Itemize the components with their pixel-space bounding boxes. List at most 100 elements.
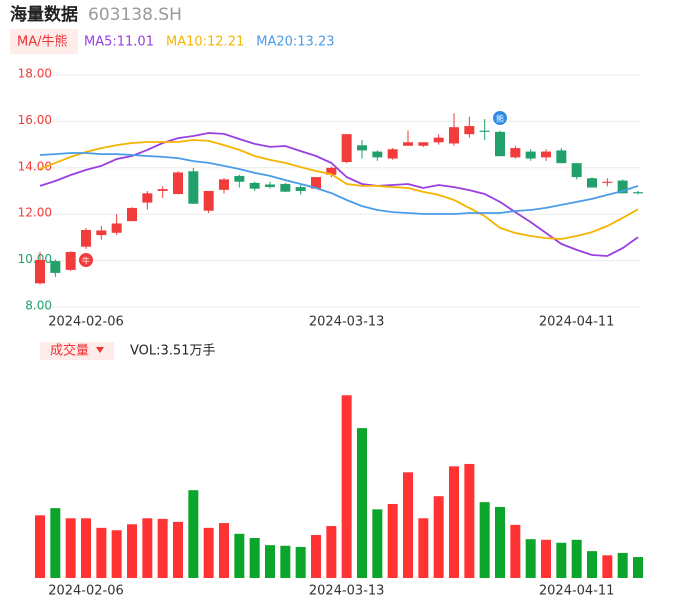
candle-body: [157, 189, 168, 191]
x-tick-label: 2024-04-11: [539, 584, 615, 599]
signal-label: 熊: [496, 114, 504, 124]
volume-bar: [249, 537, 260, 578]
candle-body: [387, 149, 398, 159]
volume-bar: [219, 523, 229, 578]
candle-body: [111, 223, 122, 233]
y-tick-label: 18.00: [18, 67, 52, 81]
volume-bar: [142, 518, 153, 578]
volume-bar: [464, 463, 475, 578]
volume-bar: [326, 526, 337, 578]
volume-bar: [265, 545, 275, 578]
candle-body: [633, 192, 643, 194]
volume-label: VOL:3.51万手: [130, 344, 215, 359]
volume-bar: [525, 539, 536, 578]
candle-body: [203, 191, 214, 211]
volume-bar: [433, 496, 444, 578]
candle-body: [403, 142, 413, 146]
x-tick-label: 2024-02-06: [48, 315, 124, 330]
volume-bar: [234, 533, 245, 578]
volume-title-box: [40, 342, 114, 360]
volume-bar: [173, 521, 183, 578]
signal-label: 牛: [82, 256, 90, 266]
stock-code: 603138.SH: [88, 5, 182, 25]
candle-body: [372, 151, 383, 158]
candle-body: [35, 259, 45, 284]
candle-body: [464, 126, 475, 135]
volume-bar: [479, 502, 490, 578]
candle-body: [479, 130, 490, 132]
volume-bar: [157, 518, 168, 578]
candle-body: [571, 163, 582, 178]
candle-body: [188, 171, 199, 204]
volume-bar: [357, 428, 367, 578]
candle-body: [525, 151, 536, 159]
volume-bar: [587, 551, 597, 578]
y-tick-label: 8.00: [25, 299, 52, 313]
candle-body: [587, 178, 597, 188]
candle-body: [311, 177, 321, 189]
x-tick-label: 2024-03-13: [309, 584, 385, 599]
candle-body: [50, 261, 61, 273]
candle-body: [433, 137, 444, 143]
candle-body: [265, 184, 275, 188]
volume-bar: [403, 472, 413, 578]
ma-line: [39, 152, 639, 215]
volume-bar: [50, 508, 61, 578]
candle-body: [295, 187, 306, 191]
volume-bar: [617, 552, 628, 578]
volume-bar: [449, 466, 459, 578]
legend-title-box: [10, 29, 78, 54]
y-tick-label: 10.00: [18, 252, 52, 266]
volume-bar: [96, 527, 107, 578]
x-tick-label: 2024-03-13: [309, 315, 385, 330]
candle-body: [510, 148, 521, 158]
candle-body: [326, 167, 337, 175]
volume-bar: [188, 490, 199, 578]
volume-title: 成交量: [50, 343, 89, 359]
dropdown-arrow: [96, 347, 104, 353]
candle-body: [173, 172, 183, 195]
volume-bar: [571, 539, 582, 578]
candle-body: [96, 230, 107, 236]
volume-bar: [418, 518, 429, 578]
ma-line: [39, 139, 639, 240]
candle-body: [341, 134, 352, 162]
volume-bar: [633, 557, 643, 578]
volume-bar: [341, 395, 352, 578]
volume-bar: [127, 524, 137, 578]
volume-bar: [111, 530, 122, 578]
volume-bar: [65, 518, 76, 578]
candle-body: [219, 179, 229, 190]
candle-body: [556, 150, 567, 164]
volume-bar: [541, 539, 551, 578]
volume-bar: [510, 524, 521, 578]
candle-body: [249, 182, 260, 189]
candle-body: [65, 252, 76, 270]
signal-icon: [79, 253, 93, 267]
volume-bar: [280, 545, 291, 578]
stock-name: 海量数据: [10, 4, 78, 25]
volume-bar: [495, 506, 505, 578]
y-tick-label: 16.00: [18, 113, 52, 127]
legend-entry: MA10:12.21: [166, 35, 244, 50]
y-tick-label: 12.00: [18, 206, 52, 220]
x-tick-label: 2024-02-06: [48, 584, 124, 599]
y-tick-label: 14.00: [18, 159, 52, 173]
candle-body: [234, 175, 245, 182]
volume-bar: [311, 535, 321, 578]
candle-body: [142, 193, 153, 203]
volume-bar: [203, 527, 214, 578]
volume-bar: [372, 509, 383, 578]
volume-bar: [81, 518, 91, 578]
volume-bar: [387, 503, 398, 578]
candle-body: [418, 142, 429, 146]
candle-body: [449, 127, 459, 144]
x-tick-label: 2024-04-11: [539, 315, 615, 330]
candle-body: [357, 145, 367, 151]
candle-body: [541, 151, 551, 158]
volume-bar: [35, 515, 45, 578]
legend-entry: MA5:11.01: [84, 35, 154, 50]
candle-body: [127, 207, 137, 222]
